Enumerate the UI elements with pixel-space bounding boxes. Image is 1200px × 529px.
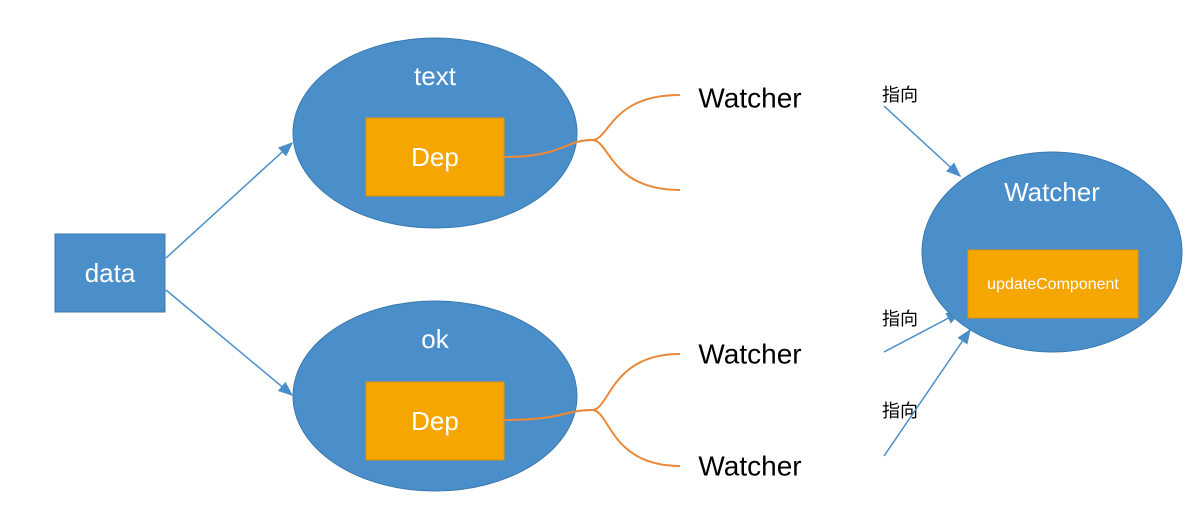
node-ok-ellipse-dep-label: Dep (411, 406, 459, 436)
edge-w3_to_watcher (884, 330, 970, 456)
edge-data_to_ok (166, 290, 292, 395)
watcher-label-1: Watcher (698, 82, 801, 113)
pointer-label-1: 指向 (882, 85, 918, 105)
update-component-label: updateComponent (987, 276, 1119, 293)
edge-data_to_text (166, 143, 292, 258)
node-text-ellipse-dep-label: Dep (411, 142, 459, 172)
node-ok-ellipse-title: ok (421, 324, 449, 354)
node-text-ellipse-title: text (414, 61, 457, 91)
node-data-label: data (85, 258, 136, 288)
node-watcher-ellipse-title: Watcher (1004, 177, 1100, 207)
watcher-label-3: Watcher (698, 450, 801, 481)
watcher-label-2: Watcher (698, 338, 801, 369)
edge-w1_to_watcher (884, 106, 960, 176)
pointer-label-2: 指向 (882, 309, 918, 329)
pointer-label-3: 指向 (882, 401, 918, 421)
